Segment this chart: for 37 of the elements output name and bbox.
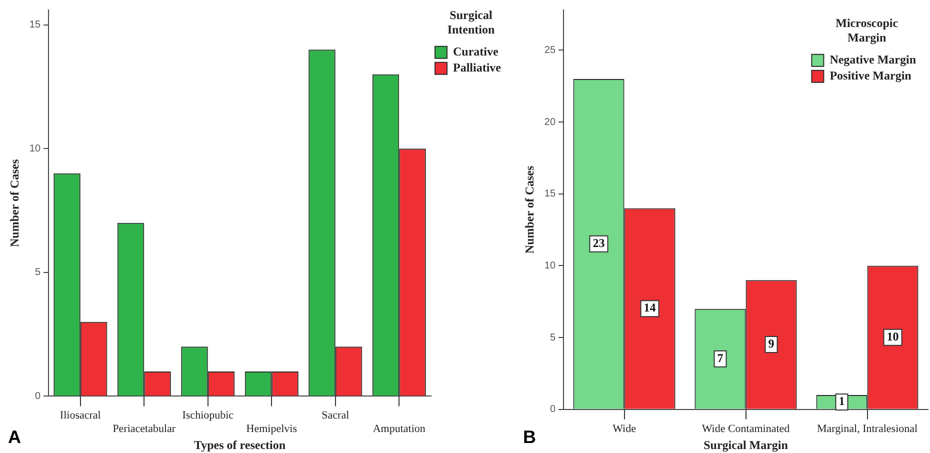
x-tick-label: Sacral (322, 410, 350, 422)
y-tick-label: 10 (544, 260, 556, 272)
data-label: 14 (644, 300, 656, 315)
text: A (8, 426, 21, 447)
legend-label: Positive Margin (830, 68, 912, 82)
text: B (523, 426, 536, 447)
y-tick-label: 5 (550, 332, 556, 344)
x-tick-label: Ischiopubic (182, 410, 234, 422)
y-tick-label: 25 (544, 44, 556, 56)
y-axis-title: Number of Cases (7, 158, 22, 247)
y-tick-label: 20 (544, 116, 556, 128)
y-tick-label: 10 (29, 143, 41, 154)
x-tick-label: Wide Contaminated (702, 422, 790, 435)
x-tick-label: Marginal, Intralesional (816, 422, 918, 435)
x-tick-label: Iliosacral (60, 410, 101, 422)
x-axis-title: Surgical Margin (704, 438, 788, 452)
y-tick-label: 0 (34, 390, 41, 402)
x-tick-label: Periacetabular (112, 422, 176, 435)
legend-title: Surgical Intention (447, 8, 496, 36)
data-label: 23 (592, 236, 605, 250)
data-label: 10 (886, 329, 899, 344)
y-axis-title: Number of Cases (522, 165, 536, 254)
legend-label: Palliative (453, 60, 502, 74)
x-tick-label: Amputation (372, 422, 426, 435)
legend-label: Curative (453, 44, 500, 58)
y-tick-label: 5 (34, 267, 41, 278)
data-label: 9 (768, 336, 774, 351)
x-axis-title: Types of resection (194, 438, 286, 452)
x-tick-label: Wide (612, 422, 636, 435)
x-tick-label: Hemipelvis (246, 422, 297, 435)
y-tick-label: 15 (29, 20, 41, 31)
y-tick-label: 15 (544, 188, 556, 200)
legend-title: Microscopic Margin (836, 16, 899, 44)
y-tick-label: 0 (550, 404, 556, 416)
data-label: 1 (838, 394, 845, 408)
data-label: 7 (717, 350, 724, 365)
legend-label: Negative Margin (830, 52, 916, 66)
